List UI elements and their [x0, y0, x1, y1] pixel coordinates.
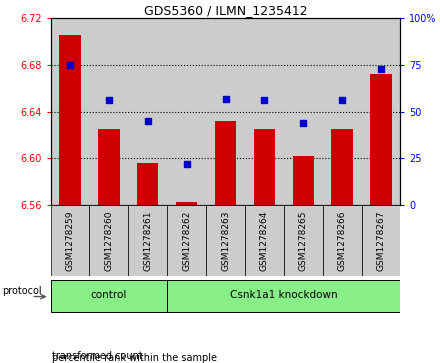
Bar [323, 205, 362, 276]
Point [66, 62, 73, 68]
Point [339, 98, 346, 103]
Bar [206, 18, 245, 205]
Text: percentile rank within the sample: percentile rank within the sample [51, 353, 216, 363]
Bar [167, 18, 206, 205]
Text: GSM1278265: GSM1278265 [299, 211, 308, 271]
Bar [176, 201, 197, 205]
Bar [362, 18, 400, 205]
Bar [167, 205, 206, 276]
Bar [137, 163, 158, 205]
Bar [370, 74, 392, 205]
Text: protocol: protocol [3, 286, 42, 297]
Bar [284, 18, 323, 205]
Point [144, 118, 151, 124]
Text: GSM1278260: GSM1278260 [104, 211, 114, 271]
Point [261, 98, 268, 103]
Bar [89, 18, 128, 205]
Bar [51, 18, 89, 205]
Bar [128, 205, 167, 276]
Bar [215, 121, 236, 205]
Bar [284, 205, 323, 276]
Point [222, 95, 229, 101]
Bar [245, 18, 284, 205]
Bar [206, 205, 245, 276]
Text: GSM1278267: GSM1278267 [377, 211, 385, 271]
Bar [98, 129, 120, 205]
Bar [331, 129, 353, 205]
Text: GSM1278259: GSM1278259 [66, 211, 74, 271]
Bar [245, 205, 284, 276]
Text: GSM1278263: GSM1278263 [221, 211, 230, 271]
Title: GDS5360 / ILMN_1235412: GDS5360 / ILMN_1235412 [144, 4, 307, 17]
Text: GSM1278266: GSM1278266 [337, 211, 347, 271]
Bar [59, 34, 81, 205]
Point [183, 161, 190, 167]
Bar [51, 280, 167, 312]
Bar [167, 280, 400, 312]
Bar [323, 18, 362, 205]
Text: control: control [91, 290, 127, 300]
Bar [293, 156, 314, 205]
Text: GSM1278261: GSM1278261 [143, 211, 152, 271]
Text: GSM1278262: GSM1278262 [182, 211, 191, 271]
Bar [128, 18, 167, 205]
Text: transformed count: transformed count [51, 351, 143, 361]
Bar [51, 205, 89, 276]
Bar [254, 129, 275, 205]
Point [106, 98, 113, 103]
Text: Csnk1a1 knockdown: Csnk1a1 knockdown [230, 290, 337, 300]
Point [300, 120, 307, 126]
Bar [89, 205, 128, 276]
Point [378, 66, 385, 72]
Text: GSM1278264: GSM1278264 [260, 211, 269, 271]
Bar [362, 205, 400, 276]
